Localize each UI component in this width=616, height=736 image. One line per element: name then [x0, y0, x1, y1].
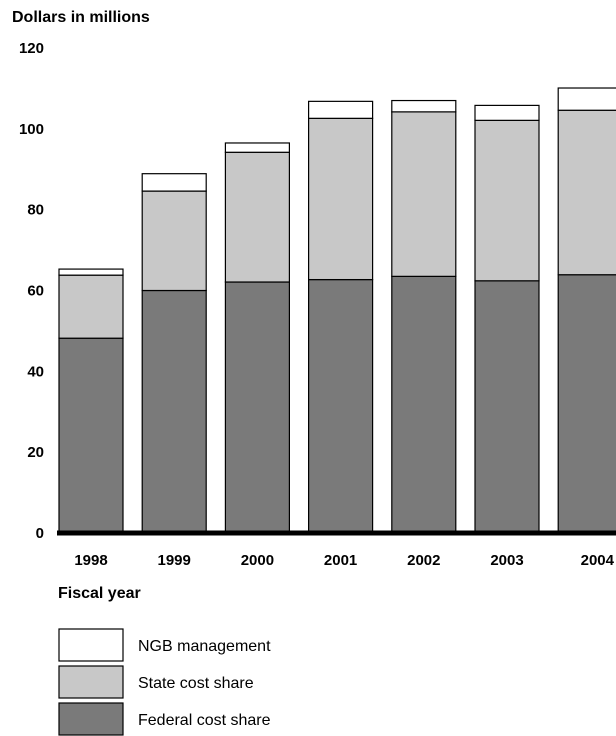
bar-segment-ngb-management-1998 — [58, 268, 124, 276]
bar-segment-ngb-management-2003 — [474, 104, 540, 121]
bar-segment-ngb-management-2000 — [224, 142, 290, 153]
bar-segment-federal-cost-share-2000 — [224, 281, 290, 534]
bars-group — [58, 87, 616, 534]
bar-segment-state-cost-share-2000 — [224, 151, 290, 283]
bar-segment-state-cost-share-2002 — [391, 111, 457, 277]
bar-segment-federal-cost-share-2004 — [557, 274, 616, 534]
x-axis-label: Fiscal year — [58, 585, 141, 602]
y-tick-label: 80 — [27, 202, 44, 219]
y-tick-label: 100 — [19, 121, 44, 138]
bar-segment-federal-cost-share-1999 — [141, 289, 207, 534]
bar-segment-ngb-management-2002 — [391, 99, 457, 113]
x-tick-label-2001: 2001 — [324, 552, 357, 569]
bar-segment-federal-cost-share-2001 — [308, 278, 374, 534]
bar-segment-state-cost-share-1998 — [58, 274, 124, 339]
bar-segment-ngb-management-1999 — [141, 173, 207, 192]
y-tick-label: 0 — [36, 525, 44, 542]
x-tick-label-2003: 2003 — [490, 552, 523, 569]
bar-segment-state-cost-share-2001 — [308, 117, 374, 281]
x-tick-label-2004: 2004 — [581, 552, 615, 569]
y-tick-label: 120 — [19, 40, 44, 57]
bar-segment-federal-cost-share-2002 — [391, 275, 457, 534]
y-tick-label: 60 — [27, 283, 44, 300]
legend-swatch-federal-cost-share — [58, 702, 124, 736]
bar-segment-state-cost-share-1999 — [141, 190, 207, 292]
legend-swatch-state-cost-share — [58, 665, 124, 699]
legend-swatch-ngb-management — [58, 628, 124, 662]
y-tick-label: 20 — [27, 444, 44, 461]
bar-segment-state-cost-share-2003 — [474, 119, 540, 282]
legend-label-state-cost-share: State cost share — [138, 675, 254, 692]
y-axis-ticks: 0 20 40 60 80 100 120 — [19, 40, 44, 542]
bar-segment-state-cost-share-2004 — [557, 109, 616, 276]
y-tick-label: 40 — [27, 363, 44, 380]
bar-segment-federal-cost-share-2003 — [474, 280, 540, 534]
x-tick-label-2002: 2002 — [407, 552, 440, 569]
bar-segment-ngb-management-2001 — [308, 100, 374, 119]
bar-segment-federal-cost-share-1998 — [58, 337, 124, 534]
y-axis-label: Dollars in millions — [12, 9, 150, 26]
x-tick-label-1998: 1998 — [74, 552, 107, 569]
x-tick-label-1999: 1999 — [158, 552, 191, 569]
x-axis-ticks: 1998 1999 2000 2001 2002 2003 2004 — [74, 552, 614, 569]
legend-label-ngb-management: NGB management — [138, 638, 271, 655]
bar-segment-ngb-management-2004 — [557, 87, 616, 111]
legend: NGB management State cost share Federal co… — [58, 628, 271, 736]
x-tick-label-2000: 2000 — [241, 552, 274, 569]
legend-label-federal-cost-share: Federal cost share — [138, 712, 271, 729]
